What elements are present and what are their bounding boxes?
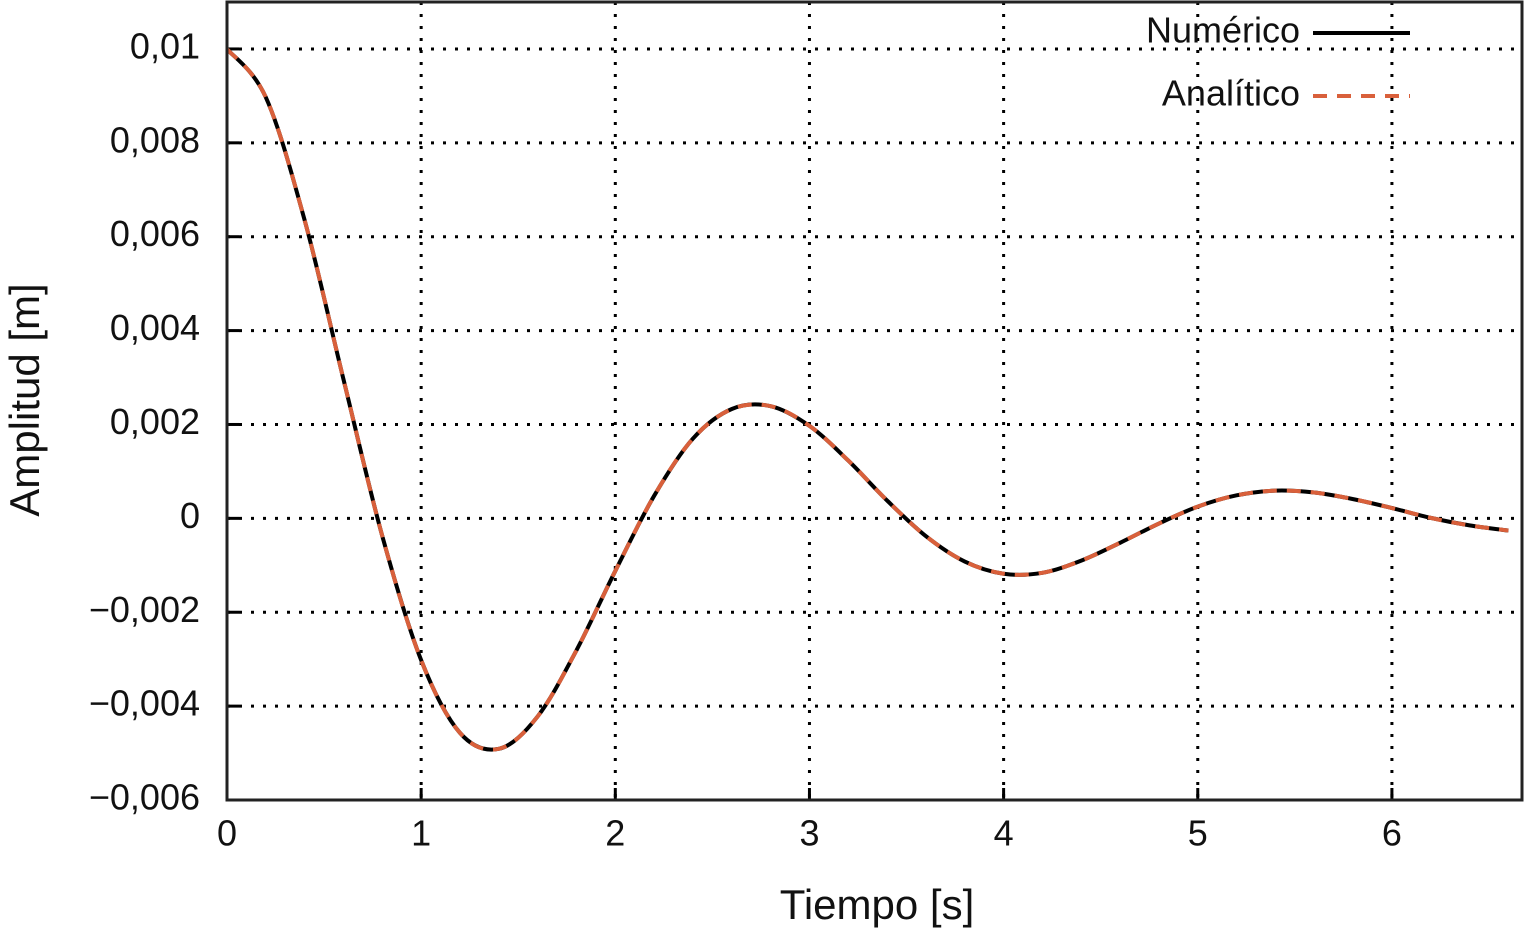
x-tick-label: 1 [411,813,431,854]
y-tick-label: 0,004 [110,307,200,348]
x-tick-label: 5 [1188,813,1208,854]
y-tick-label: 0,006 [110,213,200,254]
x-tick-label: 6 [1382,813,1402,854]
y-tick-label: 0,01 [130,25,200,66]
y-tick-label: 0 [180,495,200,536]
y-tick-label: 0,002 [110,401,200,442]
data-line [225,47,1509,752]
y-tick-label: −0,006 [89,777,200,818]
y-axis-label: Amplitud [m] [1,283,48,516]
legend-label: Numérico [1146,10,1300,51]
x-tick-label: 3 [799,813,819,854]
x-tick-label: 4 [994,813,1014,854]
y-tick-label: −0,004 [89,683,200,724]
legend-label: Analítico [1162,73,1300,114]
y-tick-label: 0,008 [110,119,200,160]
x-tick-label: 2 [605,813,625,854]
data-line [225,47,1509,752]
y-tick-label: −0,002 [89,589,200,630]
plot-frame [225,0,1524,802]
x-axis-label: Tiempo [s] [780,881,975,928]
x-tick-label: 0 [217,813,237,854]
